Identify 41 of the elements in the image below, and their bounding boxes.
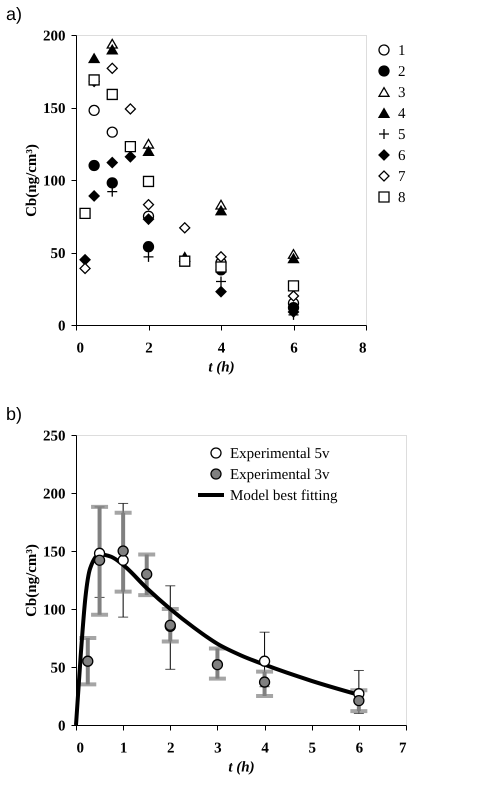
x-tick-label: 5 [308, 740, 316, 756]
y-tick-label: 150 [43, 101, 66, 117]
x-tick-label: 0 [76, 340, 84, 356]
x-tick-label: 0 [76, 740, 84, 756]
legend-label: Experimental 3v [230, 467, 330, 483]
x-tick-label: 2 [167, 740, 175, 756]
x-axis-title: t (h) [228, 760, 255, 776]
y-tick-label: 0 [58, 718, 66, 734]
y-tick-label: 200 [43, 28, 66, 44]
x-tick-label: 4 [218, 340, 226, 356]
x-tick-label: 1 [120, 740, 128, 756]
legend-label: 2 [398, 64, 406, 80]
y-tick-label: 100 [43, 174, 66, 190]
x-axis-title: t (h) [208, 360, 235, 376]
chart-title: a) [6, 4, 22, 24]
x-tick-label: 6 [356, 740, 364, 756]
x-tick-label: 2 [145, 340, 153, 356]
x-tick-label: 6 [290, 340, 298, 356]
x-tick-label: 4 [261, 740, 270, 756]
y-tick-label: 0 [58, 318, 66, 334]
legend-label: 4 [398, 106, 406, 122]
legend-label: 7 [398, 169, 406, 185]
legend-label: Model best fitting [230, 488, 338, 504]
y-tick-label: 200 [43, 486, 66, 502]
y-axis-title: Cb(ng/cm³) [24, 544, 40, 617]
y-tick-label: 250 [43, 428, 66, 444]
y-tick-label: 50 [50, 660, 66, 676]
legend-label: 6 [398, 148, 406, 164]
y-tick-label: 150 [43, 544, 66, 560]
x-tick-label: 8 [359, 340, 366, 356]
legend-label: 5 [398, 127, 406, 143]
legend-label: Experimental 5v [230, 446, 330, 462]
legend-label: 8 [398, 190, 406, 206]
y-tick-label: 50 [50, 246, 66, 262]
legend-label: 1 [398, 43, 406, 59]
y-axis-title: Cb(ng/cm³) [24, 144, 40, 217]
chart-title: b) [6, 404, 22, 424]
legend-label: 3 [398, 85, 406, 101]
x-tick-label: 3 [214, 740, 222, 756]
y-tick-label: 100 [43, 602, 66, 618]
x-tick-label: 7 [399, 740, 407, 756]
